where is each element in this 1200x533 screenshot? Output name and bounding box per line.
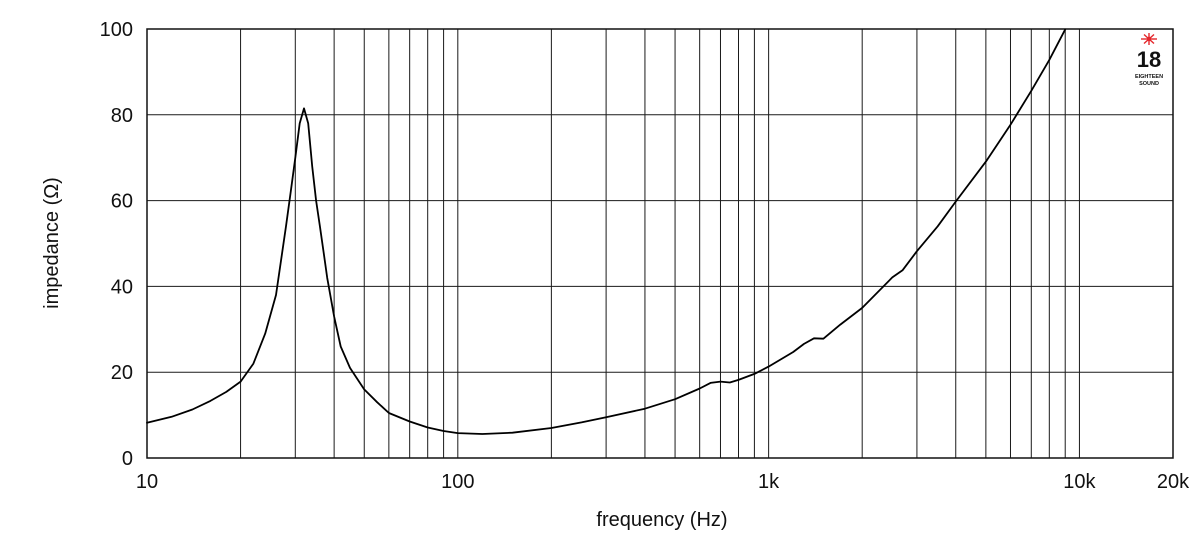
impedance-curve [146,28,1067,435]
logo-star-center [1146,36,1152,42]
x-tick-label: 10k [1063,471,1096,493]
y-axis-label: impedance (Ω) [41,177,63,309]
x-tick-label: 1k [758,471,780,493]
y-tick-label: 40 [111,276,133,298]
x-tick-label: 100 [441,471,474,493]
y-tick-label: 100 [100,19,133,41]
plot-frame [146,28,1174,459]
x-axis-label: frequency (Hz) [596,509,727,531]
eighteen-sound-logo: 18 EIGHTEEN SOUND [1135,33,1163,87]
y-tick-label: 20 [111,362,133,384]
logo-number: 18 [1137,47,1161,72]
logo-line2: SOUND [1139,81,1159,87]
x-tick-label: 10 [136,471,158,493]
y-tick-label: 80 [111,105,133,127]
x-tick-label: 20k [1157,471,1190,493]
x-tick-labels: 10 100 1k 10k 20k [136,471,1190,493]
y-tick-labels: 0 20 40 60 80 100 [100,19,133,470]
y-tick-label: 0 [122,448,133,470]
logo-line1: EIGHTEEN [1135,74,1163,80]
grid [147,29,1173,458]
y-tick-label: 60 [111,191,133,213]
